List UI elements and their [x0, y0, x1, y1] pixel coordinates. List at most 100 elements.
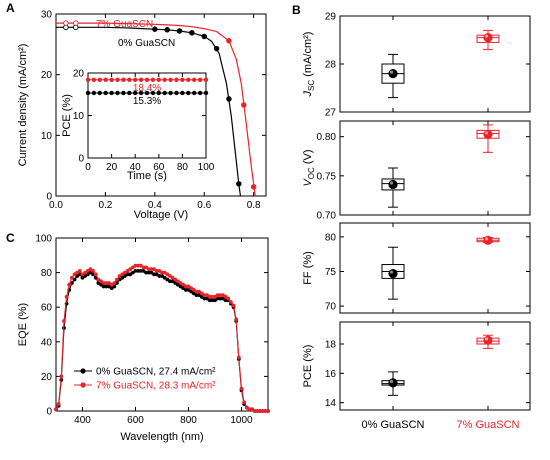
panel-b-subplot-frame — [339, 120, 531, 216]
panel-c-series-0-point — [138, 268, 143, 273]
box-mean-marker-body — [483, 335, 493, 345]
panel-b-ylabel-0: JSC (mA/cm²) — [302, 32, 316, 98]
panel-c-series-1-point — [149, 267, 154, 272]
box-mean-marker-highlight — [389, 70, 394, 74]
inset-series-1-point — [115, 90, 120, 96]
inset-xtick-label: 60 — [153, 162, 165, 173]
inset-series-0-point — [180, 77, 185, 83]
panel-c-series-1-point — [210, 294, 215, 299]
inset-series-0-point — [109, 77, 114, 83]
panel-c-series-1-point — [229, 300, 233, 304]
inset-series-1-point — [103, 90, 108, 96]
ylabel-main: PCE (%) — [302, 345, 314, 388]
panel-c-series-0-point — [168, 279, 172, 284]
panel-c-series-1-point — [101, 281, 106, 285]
panel-c-series-1-point — [215, 293, 220, 297]
panel-c-series-1-point — [133, 263, 138, 268]
panel-b-box-0 — [381, 53, 405, 99]
panel-b-subplot-ytick-label: 16 — [325, 369, 337, 380]
inset-series-1-point — [162, 90, 167, 96]
inset-series-1-point — [168, 90, 173, 96]
panel-c-xtick-label: 400 — [74, 415, 91, 426]
panel-c-ytick-label: 0 — [46, 407, 52, 418]
panel-b-subplot-2: 70 75 80 FF (%) — [302, 222, 531, 314]
inset-ylabel: PCE (%) — [61, 94, 73, 137]
inset-background — [88, 73, 206, 158]
inset-series-0-point — [156, 77, 161, 83]
inset-series-0-point — [197, 77, 203, 83]
panel-c-series-1-point — [141, 265, 146, 270]
box-mean-marker — [483, 335, 493, 345]
inset-series-1-point — [127, 90, 132, 96]
inset-xtick-label: 100 — [198, 162, 215, 173]
inset-series-0-point — [174, 77, 179, 83]
panel-a-series-0-marker — [236, 181, 242, 187]
inset-series-1-point — [180, 90, 185, 96]
panel-c-legend-label-1: 7% GuaSCN, 28.3 mA/cm² — [96, 381, 216, 392]
box-mean-marker-highlight — [484, 237, 489, 241]
panel-a-series-1-marker — [250, 184, 257, 190]
panel-b-ylabel-2: FF (%) — [302, 251, 314, 285]
panel-c-series-1-point — [64, 294, 69, 299]
panel-c-legend-marker-1 — [80, 382, 86, 388]
panel-c-series-1-point — [234, 317, 239, 322]
box-mean-marker-body — [483, 235, 493, 245]
panel-c-series-0-point — [146, 270, 151, 275]
panel-c-series-1-point — [70, 275, 74, 280]
inset-series-1-value-label: 15.3% — [133, 96, 161, 107]
panel-a-ytick-label: 0 — [46, 192, 52, 203]
panel-c-series-1-point — [160, 270, 164, 275]
inset-series-0-point — [162, 77, 167, 83]
panel-a-ytick-label: 10 — [41, 131, 53, 142]
panel-a-series-1-marker — [226, 37, 232, 44]
inset-xtick-label: 80 — [177, 162, 189, 173]
panel-c: C 400 600 800 1000 0 20 40 60 80 100 Wavelength (nm… — [6, 231, 270, 443]
inset-series-0-point — [97, 77, 103, 83]
panel-c-series-0-point — [136, 268, 141, 273]
inset-xtick-label: 40 — [130, 162, 142, 173]
panel-c-series-0-point — [202, 296, 207, 301]
box-mean-marker-body — [388, 69, 398, 79]
panel-c-series-0-point — [157, 274, 162, 278]
panel-a: A 0.0 0.2 0.4 0.6 0.8 0 10 20 30 Voltage (V) Curren… — [6, 1, 267, 221]
ylabel-main: V — [302, 178, 314, 187]
panel-a-annotation-gua: 7% GuaSCN — [96, 19, 153, 30]
inset-series-1-point — [197, 90, 203, 96]
panel-c-series-1-point — [112, 281, 117, 285]
ylabel-main: FF (%) — [302, 251, 314, 285]
panel-c-letter: C — [6, 231, 15, 245]
panel-a-series-0-marker — [152, 26, 158, 32]
panel-c-series-1-point — [226, 296, 231, 301]
panel-c-series-1-point — [104, 281, 109, 285]
box-mean-marker — [483, 235, 493, 245]
panel-b-subplot-0: 27 28 29 JSC (mA/cm²) — [302, 12, 531, 119]
panel-c-series-0-point — [152, 272, 156, 277]
panel-c-series-1-point — [154, 268, 159, 273]
inset-ytick-label: 0 — [78, 154, 84, 165]
panel-b-subplot-ytick-label: 14 — [325, 398, 337, 409]
panel-b-subplot-ytick-label: 80 — [325, 232, 337, 243]
panel-c-ytick-label: 100 — [35, 234, 52, 245]
inset-series-0-point — [127, 77, 132, 83]
inset-series-1-point — [156, 90, 161, 96]
panel-b-subplot-ytick-label: 0.75 — [317, 171, 337, 182]
panel-c-series-0-point — [91, 272, 95, 277]
box-mean-marker — [388, 378, 398, 388]
panel-c-ylabel: EQE (%) — [17, 303, 29, 346]
ylabel-subscript: OC — [307, 167, 316, 179]
panel-b-subplot-frame — [339, 222, 531, 314]
panel-c-legend-label-0: 0% GuaSCN, 27.4 mA/cm² — [96, 367, 216, 378]
panel-b-subplot-ytick-label: 75 — [325, 267, 337, 278]
panel-c-series-1-point — [252, 409, 257, 413]
inset-series-1-point — [121, 90, 126, 96]
panel-c-series-1-point — [218, 293, 223, 297]
panel-c-xtick-label: 800 — [180, 415, 197, 426]
inset-xtick-label: 0 — [85, 162, 91, 173]
panel-a-inset: 0 20 40 60 80 100 0 10 20 Time (s) PCE (%) 18.4% 15.… — [61, 69, 215, 183]
panel-a-series-0-marker — [226, 96, 232, 102]
panel-b-subplot-ytick-label: 28 — [325, 60, 337, 71]
inset-xlabel: Time (s) — [127, 170, 167, 182]
